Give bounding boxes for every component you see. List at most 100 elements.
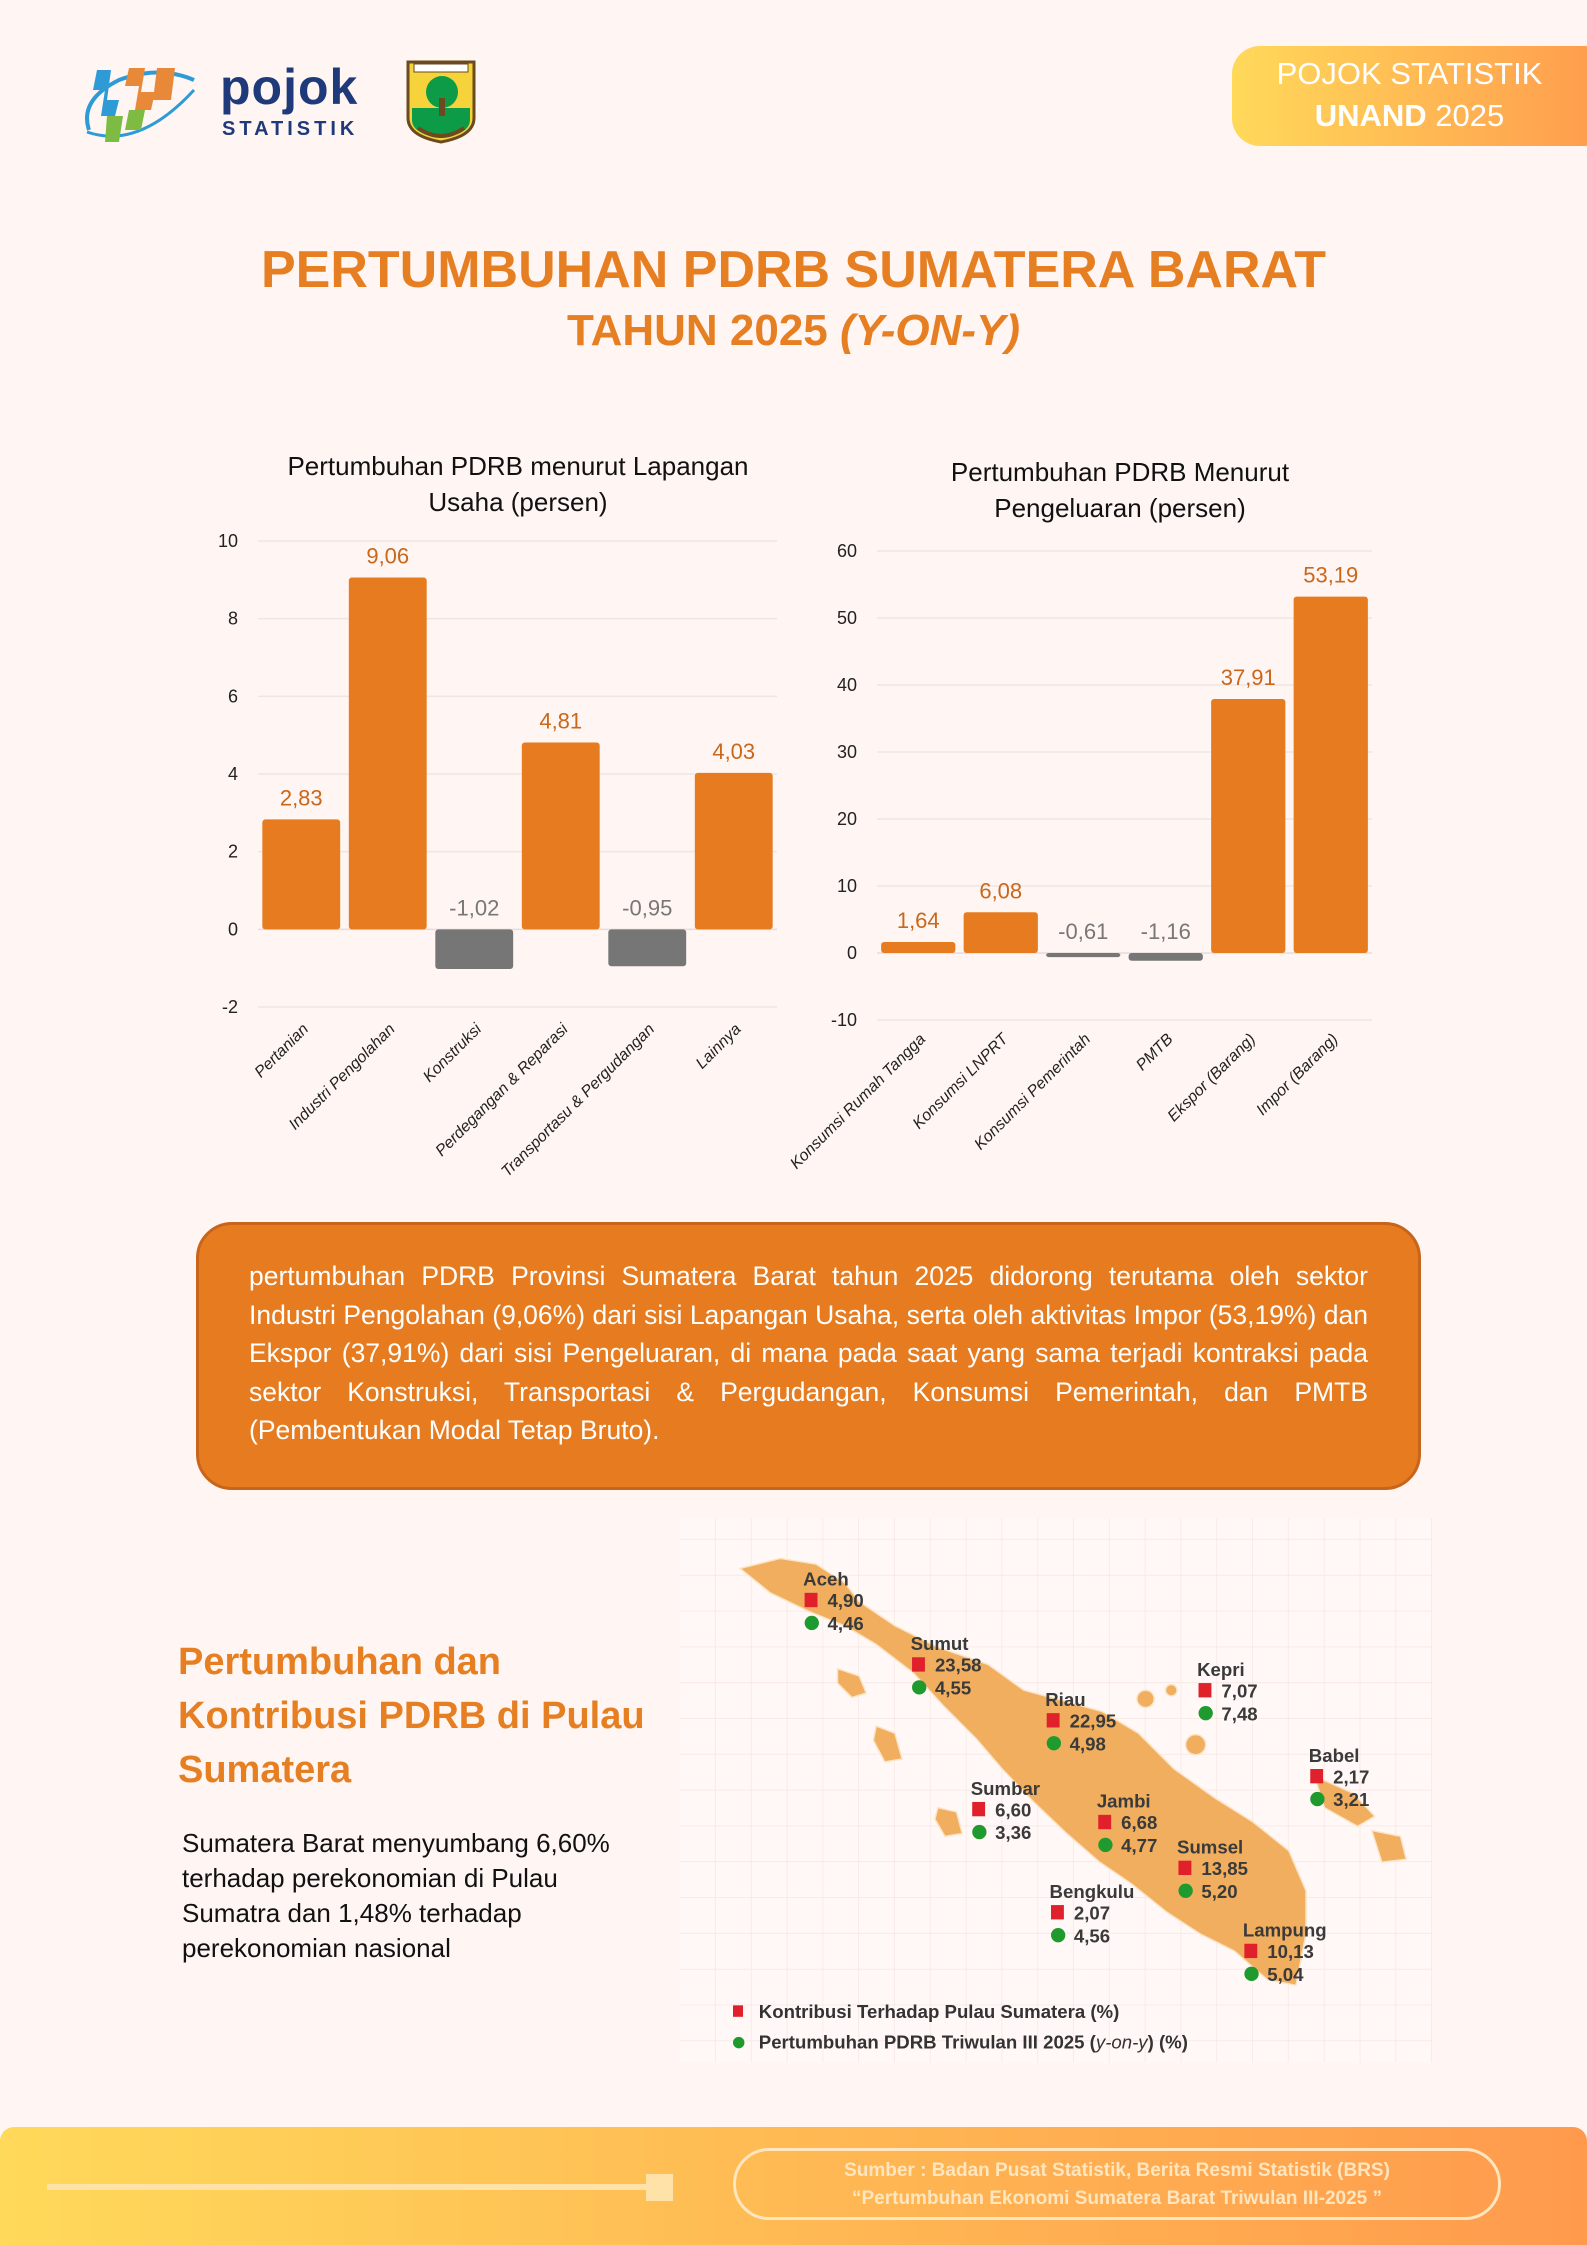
bar <box>1046 953 1121 958</box>
source-pill: Sumber : Badan Pusat Statistik, Berita R… <box>733 2148 1501 2220</box>
data-label: 4,81 <box>539 709 582 734</box>
data-label: 53,19 <box>1303 563 1358 588</box>
bar <box>881 942 956 953</box>
region-growth: 4,46 <box>828 1613 864 1634</box>
bar <box>1128 953 1203 961</box>
subtitle-yoy: (Y-ON-Y) <box>840 306 1021 355</box>
contribution-marker <box>1178 1860 1192 1876</box>
island-siberut <box>934 1806 964 1838</box>
section-heading: Pertumbuhan dan Kontribusi PDRB di Pulau… <box>178 1641 645 1791</box>
y-tick-label: 40 <box>837 675 857 695</box>
data-label: -1,02 <box>449 895 499 920</box>
footer-decor-square <box>646 2174 673 2201</box>
region-contribution: 6,60 <box>995 1799 1031 1820</box>
region-name: Lampung <box>1243 1920 1327 1941</box>
bar <box>1293 596 1368 953</box>
y-tick-label: 2 <box>228 842 238 862</box>
subtitle-year: TAHUN 2025 <box>566 306 840 355</box>
region-contribution: 23,58 <box>935 1655 982 1676</box>
y-tick-label: 20 <box>837 809 857 829</box>
island-kepri-2 <box>1164 1683 1178 1697</box>
source-line2: “Pertumbuhan Ekonomi Sumatera Barat Triw… <box>851 2188 1383 2209</box>
region-contribution: 22,95 <box>1070 1710 1117 1731</box>
chart-pengeluaran: -10 0 10 20 30 40 50 60 1,64 Konsumsi Rumah Tangg… <box>787 541 1372 1173</box>
contribution-marker <box>1050 1905 1064 1920</box>
sumatera-island <box>738 1557 1307 1987</box>
y-tick-label: 10 <box>837 876 857 896</box>
pojok-logo-text: pojok <box>220 59 359 115</box>
island-belitung <box>1370 1829 1408 1863</box>
y-tick-label: 0 <box>847 943 857 963</box>
growth-marker <box>912 1680 927 1695</box>
x-tick-label: PMTB <box>1133 1031 1177 1075</box>
region-name: Jambi <box>1097 1791 1151 1812</box>
data-label: -1,16 <box>1141 919 1191 944</box>
y-tick-label: 50 <box>837 608 857 628</box>
region-name: Babel <box>1309 1745 1360 1766</box>
region-name: Kepri <box>1197 1659 1245 1680</box>
island-simeulue <box>836 1667 868 1699</box>
bar <box>262 819 341 930</box>
data-label: 6,08 <box>979 878 1022 903</box>
bar <box>963 912 1038 953</box>
x-tick-label: Ekspor (Barang) <box>1165 1031 1259 1125</box>
region-contribution: 2,17 <box>1333 1766 1369 1787</box>
legend-contribution-marker <box>732 2005 744 2017</box>
legend-growth-marker <box>732 2036 745 2049</box>
data-label: 2,83 <box>280 785 323 810</box>
pojok-statistik-badge: POJOK STATISTIK UNAND 2025 <box>1232 46 1587 146</box>
growth-marker <box>1244 1966 1259 1982</box>
bar <box>348 577 427 930</box>
x-tick-label: Impor (Barang) <box>1253 1031 1341 1119</box>
region-growth: 4,98 <box>1070 1733 1106 1754</box>
badge-line1: POJOK STATISTIK <box>1276 56 1543 91</box>
island-nias <box>872 1725 903 1763</box>
y-tick-label: 10 <box>218 531 238 551</box>
data-label: 4,03 <box>712 739 755 764</box>
data-label: -0,61 <box>1058 919 1108 944</box>
region-contribution: 7,07 <box>1221 1680 1257 1701</box>
page-subtitle: TAHUN 2025 (Y-ON-Y) <box>0 306 1587 356</box>
y-tick-label: 4 <box>228 764 238 784</box>
badge-line2: UNAND 2025 <box>1232 98 1587 134</box>
page-title: PERTUMBUHAN PDRB SUMATERA BARAT <box>261 241 1326 299</box>
chart-lapangan-usaha-title: Pertumbuhan PDRB menurut Lapangan Usaha … <box>287 451 749 517</box>
bar <box>1211 699 1286 953</box>
growth-marker <box>1050 1928 1066 1943</box>
legend-growth-label: Pertumbuhan PDRB Triwulan III 2025 (y-on… <box>759 2031 1188 2052</box>
y-tick-label: 0 <box>228 919 238 939</box>
region-growth: 5,04 <box>1267 1964 1304 1985</box>
region-contribution: 6,68 <box>1121 1812 1157 1833</box>
contribution-marker <box>972 1801 986 1817</box>
region-name: Sumut <box>911 1633 969 1654</box>
growth-marker <box>1310 1791 1325 1807</box>
contribution-marker <box>1098 1814 1112 1830</box>
y-tick-label: 8 <box>228 609 238 629</box>
region-name: Sumsel <box>1177 1837 1243 1858</box>
region-contribution: 4,90 <box>828 1590 864 1611</box>
region-name: Sumbar <box>971 1778 1040 1799</box>
region-name: Riau <box>1045 1689 1085 1710</box>
source-line1: Sumber : Badan Pusat Statistik, Berita R… <box>844 2160 1390 2181</box>
data-label: 1,64 <box>897 908 940 933</box>
region-growth: 3,36 <box>995 1822 1031 1843</box>
region-growth: 3,21 <box>1333 1789 1369 1810</box>
badge-year: 2025 <box>1426 98 1505 133</box>
bar <box>435 929 514 969</box>
contribution-marker <box>1198 1683 1212 1698</box>
y-tick-label: -10 <box>831 1010 857 1030</box>
growth-marker <box>1178 1883 1193 1898</box>
province-emblem <box>404 58 478 144</box>
bar <box>694 772 773 930</box>
bar <box>521 742 600 930</box>
region-growth: 4,77 <box>1121 1835 1157 1856</box>
region-name: Aceh <box>803 1569 849 1590</box>
region-growth: 7,48 <box>1221 1703 1257 1724</box>
